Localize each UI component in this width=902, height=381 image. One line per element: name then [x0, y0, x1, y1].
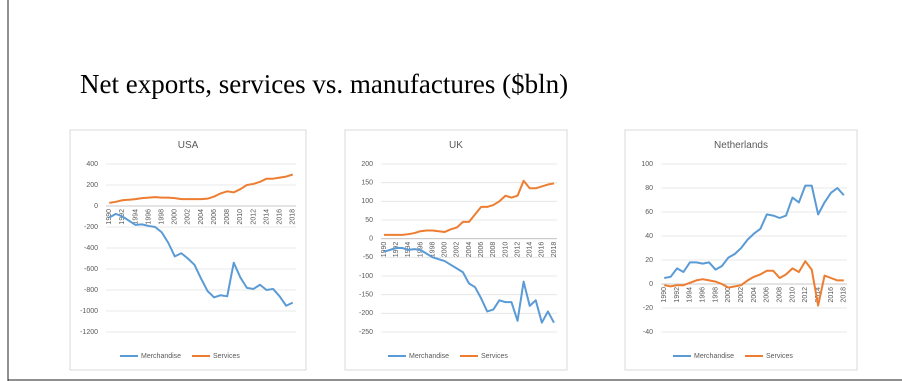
x-tick-label: 1992	[674, 287, 681, 303]
x-tick-label: 2008	[224, 209, 231, 225]
x-tick-label: 2018	[551, 242, 558, 258]
x-tick-label: 2010	[502, 242, 509, 258]
legend-label: Merchandise	[141, 353, 181, 360]
x-tick-label: 1990	[661, 287, 668, 303]
y-tick-label: 200	[361, 161, 373, 168]
chart-title: UK	[449, 140, 463, 151]
x-tick-label: 1992	[393, 242, 400, 258]
x-tick-label: 1994	[132, 209, 139, 225]
x-tick-label: 2016	[828, 287, 835, 303]
series-line	[664, 260, 844, 307]
x-tick-label: 2006	[478, 242, 485, 258]
y-tick-label: 80	[645, 185, 653, 192]
series-line	[109, 173, 294, 204]
chart-title: USA	[178, 140, 199, 151]
chart-frame	[344, 129, 568, 371]
x-tick-label: 2016	[276, 209, 283, 225]
x-tick-label: 2004	[198, 209, 205, 225]
y-tick-label: -40	[643, 329, 653, 336]
y-tick-label: -20	[643, 305, 653, 312]
x-tick-label: 2016	[539, 242, 546, 258]
series-line	[108, 212, 294, 307]
x-tick-label: 2002	[454, 242, 461, 258]
chart: UK -250 -200 -150 -100 -50 0 50 100 150 200 1990 199…	[344, 129, 568, 371]
x-tick-label: 2008	[490, 242, 497, 258]
x-tick-label: 2000	[172, 209, 179, 225]
x-tick-label: 1998	[159, 209, 166, 225]
slide-title: Net exports, services vs. manufactures (…	[80, 69, 568, 99]
x-tick-label: 2002	[185, 209, 192, 225]
y-tick-label: 200	[86, 182, 98, 189]
y-tick-label: -1000	[80, 308, 98, 315]
x-tick-label: 2000	[442, 242, 449, 258]
y-tick-label: 0	[94, 203, 98, 210]
x-tick-label: 1996	[145, 209, 152, 225]
y-tick-label: -800	[84, 287, 98, 294]
y-tick-label: -200	[359, 310, 373, 317]
x-tick-label: 2002	[738, 287, 745, 303]
y-tick-label: 400	[86, 161, 98, 168]
x-tick-label: 2000	[725, 287, 732, 303]
x-tick-label: 2008	[776, 287, 783, 303]
x-tick-label: 2010	[789, 287, 796, 303]
legend-label: Merchandise	[409, 353, 449, 360]
x-tick-label: 2012	[802, 287, 809, 303]
x-tick-label: 1998	[429, 242, 436, 258]
y-tick-label: 60	[645, 209, 653, 216]
y-tick-label: 100	[641, 161, 653, 168]
x-tick-label: 1998	[712, 287, 719, 303]
x-tick-label: 2006	[764, 287, 771, 303]
x-tick-label: 2004	[466, 242, 473, 258]
y-tick-label: -200	[84, 224, 98, 231]
y-tick-label: -50	[363, 254, 373, 261]
y-tick-label: -400	[84, 245, 98, 252]
legend-label: Merchandise	[694, 353, 734, 360]
y-tick-label: 150	[361, 180, 373, 187]
legend-label: Services	[481, 353, 508, 360]
y-tick-label: -150	[359, 292, 373, 299]
y-tick-label: 20	[645, 257, 653, 264]
y-tick-label: -1200	[80, 329, 98, 336]
x-tick-label: 2012	[250, 209, 257, 225]
y-tick-label: 0	[369, 236, 373, 243]
legend-label: Services	[766, 353, 793, 360]
chart: Netherlands -40 -20 0 20 40 60 80 100 1990 1992 199…	[624, 129, 858, 371]
y-tick-label: 0	[649, 281, 653, 288]
chart: USA-1200-1000-800-600-400-20002004001990…	[69, 129, 307, 371]
x-tick-label: 2012	[514, 242, 521, 258]
x-tick-label: 1994	[687, 287, 694, 303]
x-tick-label: 2014	[263, 209, 270, 225]
chart-frame	[69, 129, 307, 371]
y-tick-label: -600	[84, 266, 98, 273]
chart-title: Netherlands	[714, 140, 768, 151]
y-tick-label: 40	[645, 233, 653, 240]
legend-label: Services	[213, 353, 240, 360]
x-tick-label: 1990	[381, 242, 388, 258]
series-line	[384, 179, 555, 236]
x-tick-label: 2014	[815, 287, 822, 303]
y-tick-label: 50	[365, 217, 373, 224]
y-tick-label: 100	[361, 198, 373, 205]
series-line	[383, 247, 555, 324]
x-tick-label: 2018	[290, 209, 297, 225]
y-tick-label: -250	[359, 329, 373, 336]
series-line	[664, 184, 845, 279]
x-tick-label: 2004	[751, 287, 758, 303]
x-tick-label: 2010	[237, 209, 244, 225]
x-tick-label: 1996	[700, 287, 707, 303]
x-tick-label: 2006	[211, 209, 218, 225]
x-tick-label: 2018	[841, 287, 848, 303]
chart-frame	[624, 129, 858, 371]
y-tick-label: -100	[359, 273, 373, 280]
x-tick-label: 2014	[527, 242, 534, 258]
